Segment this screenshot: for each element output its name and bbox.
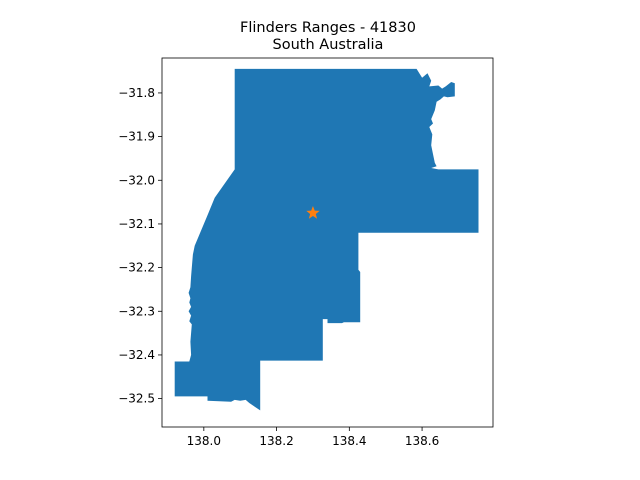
map-title-line2: South Australia bbox=[273, 37, 384, 53]
region-polygon bbox=[174, 68, 479, 411]
y-tick-label: −31.9 bbox=[118, 130, 155, 144]
plot-area bbox=[174, 68, 479, 411]
x-tick-label: 138.2 bbox=[259, 434, 293, 448]
y-axis: −31.8 −31.9 −32.0 −32.1 −32.2 −32.3 −32.4 −32.5 bbox=[118, 86, 162, 406]
y-tick-label: −32.0 bbox=[118, 173, 155, 187]
x-tick-label: 138.0 bbox=[187, 434, 221, 448]
x-axis: 138.0 138.2 138.4 138.6 bbox=[187, 427, 439, 448]
y-tick-label: −32.4 bbox=[118, 348, 155, 362]
y-tick-label: −32.2 bbox=[118, 261, 155, 275]
location-star-marker bbox=[306, 206, 320, 219]
x-tick-label: 138.4 bbox=[332, 434, 366, 448]
y-tick-label: −32.3 bbox=[118, 304, 155, 318]
y-tick-label: −32.1 bbox=[118, 217, 155, 231]
axes-frame bbox=[161, 57, 494, 428]
y-tick-label: −31.8 bbox=[118, 86, 155, 100]
y-tick-label: −32.5 bbox=[118, 392, 155, 406]
map-title-line1: Flinders Ranges - 41830 bbox=[240, 20, 416, 36]
x-tick-label: 138.6 bbox=[405, 434, 439, 448]
